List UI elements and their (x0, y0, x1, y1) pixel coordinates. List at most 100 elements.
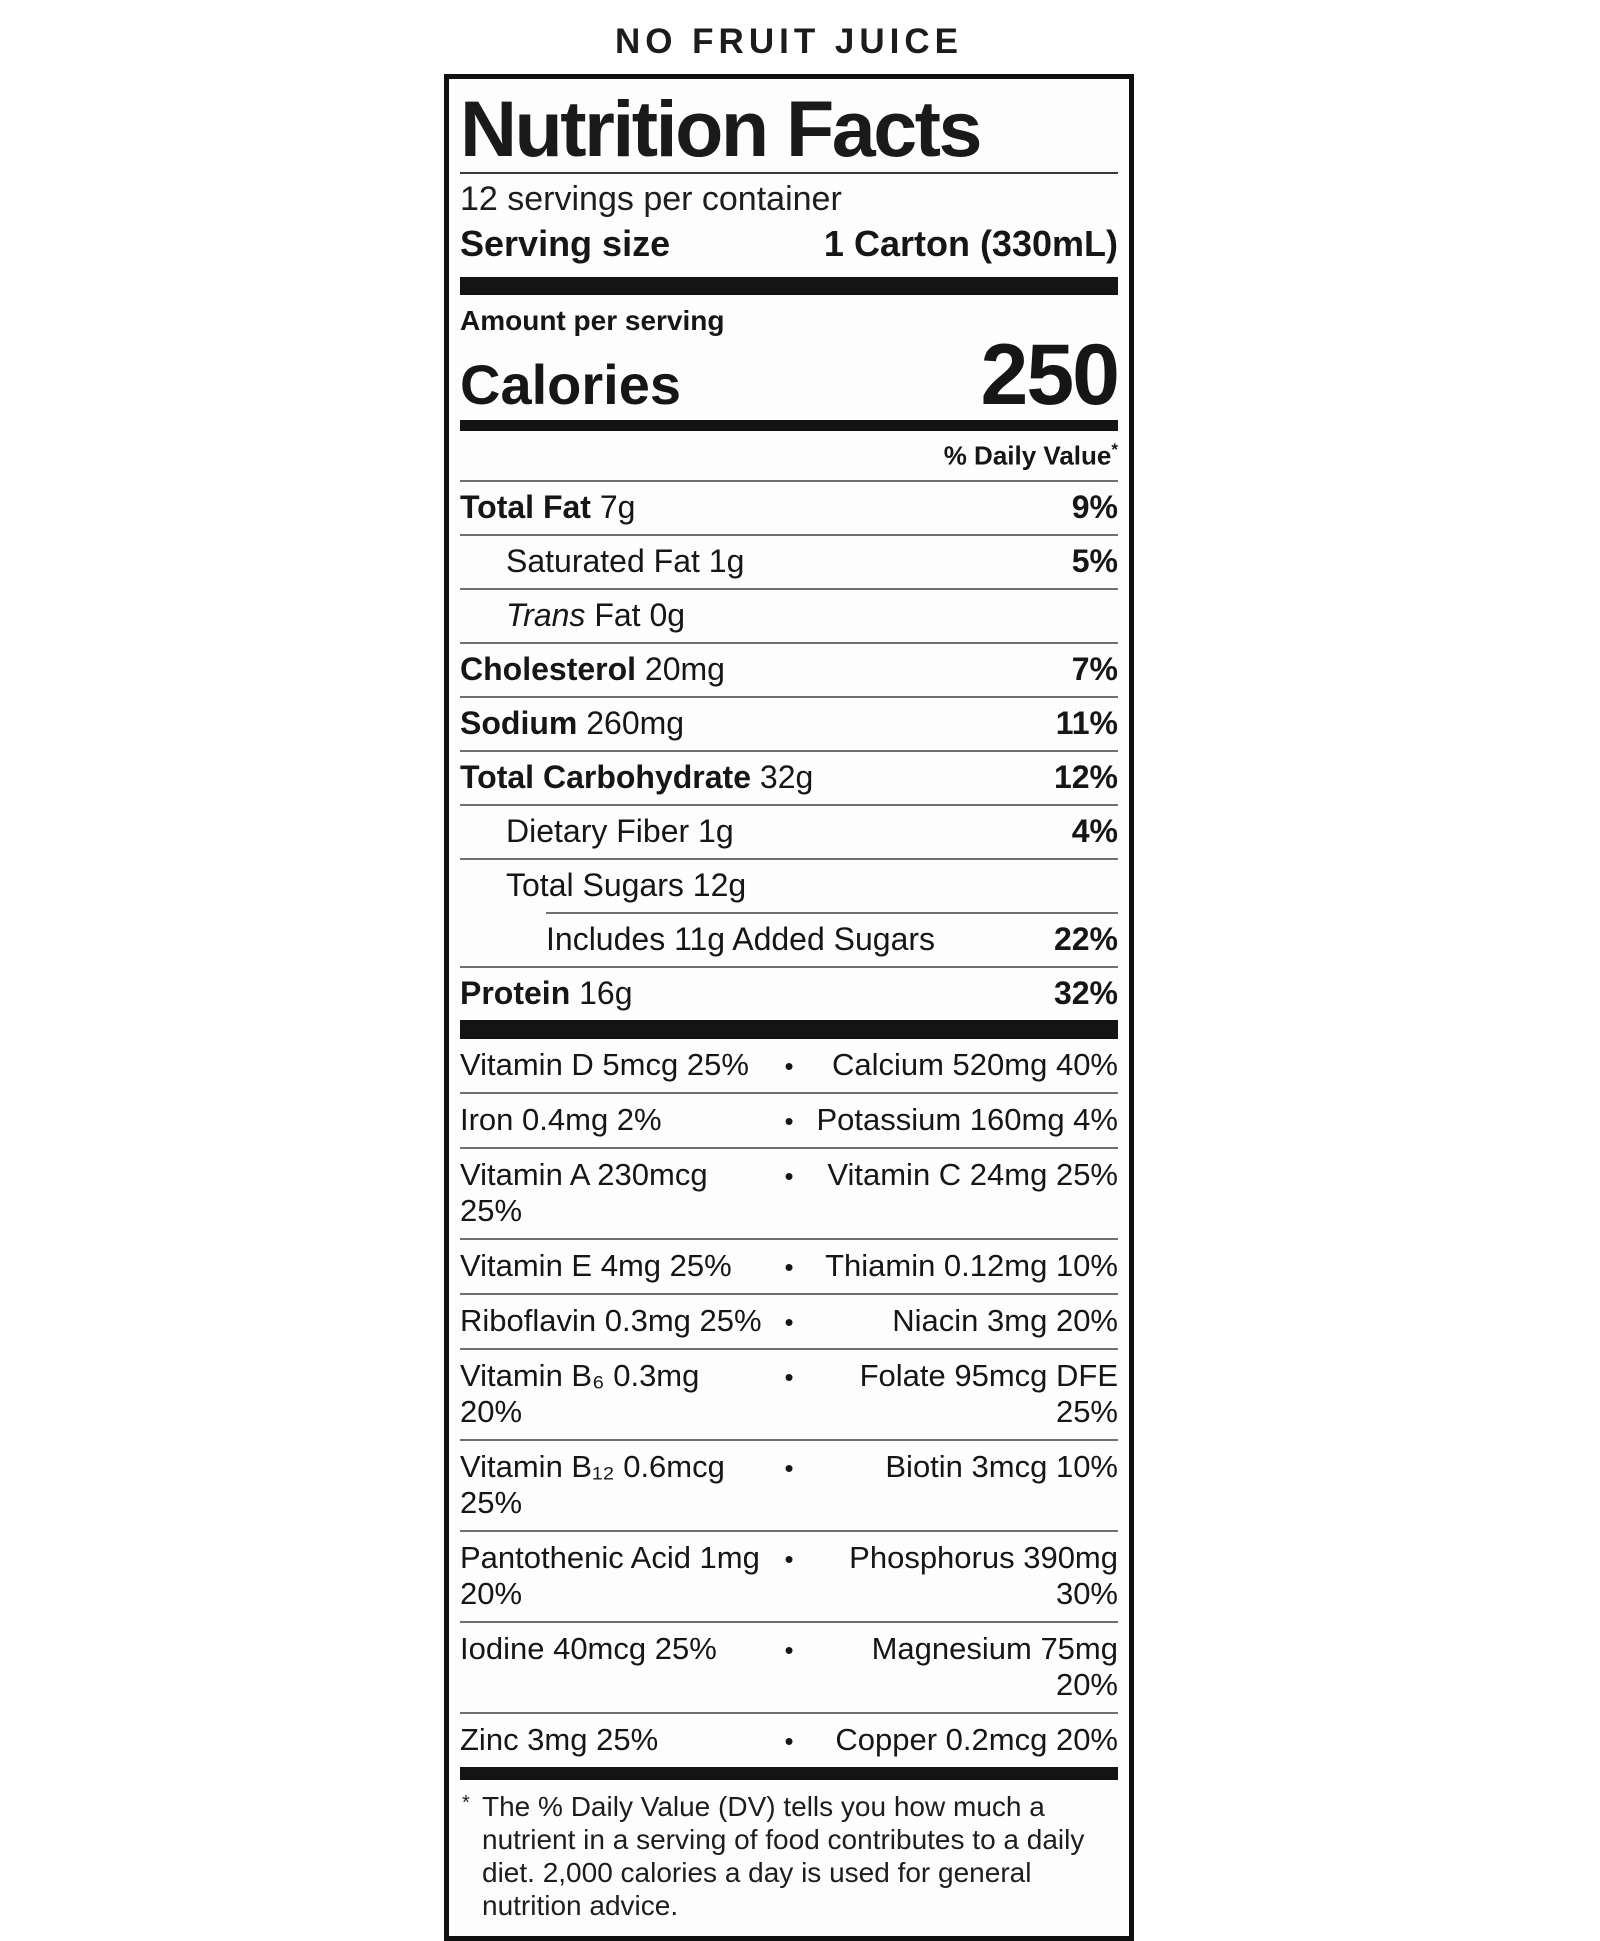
micronutrient-row: Vitamin A 230mcg 25% • Vitamin C 24mg 25… (460, 1147, 1118, 1238)
micronutrient-right: Potassium 160mg 4% (816, 1102, 1118, 1138)
nutrient-dv-percent: 4% (1071, 813, 1118, 850)
micronutrient-left: Vitamin B₁₂ 0.6mcg 25% (460, 1449, 725, 1521)
nutrient-amount: 20mg (636, 651, 725, 688)
micronutrient-right: Phosphorus 390mg 30% (849, 1540, 1118, 1612)
nutrient-name: Saturated Fat 1g (460, 543, 744, 580)
product-claim-heading: NO FRUIT JUICE (614, 22, 964, 61)
nutrient-dv-percent: 22% (1053, 921, 1118, 958)
nutrient-amount: Saturated Fat 1g (506, 543, 745, 580)
calories-row: Calories 250 (460, 332, 1120, 420)
nutrition-facts-title: Nutrition Facts (460, 84, 982, 173)
bullet-separator: • (784, 1252, 794, 1283)
servings-per-container: 12 servings per container (460, 180, 842, 218)
nutrient-name: Total Fat 7g (460, 489, 635, 526)
micronutrient-row: Vitamin E 4mg 25% • Thiamin 0.12mg 10% (460, 1238, 1118, 1293)
section-bar-protein (460, 1020, 1118, 1040)
micronutrient-right: Calcium 520mg 40% (831, 1047, 1118, 1083)
nutrient-row-protein: Protein 16g 32% (460, 966, 1118, 1020)
nutrient-row-saturated-fat: Saturated Fat 1g 5% (460, 534, 1118, 588)
nutrient-name-bold: Protein (460, 975, 571, 1012)
nutrient-dv-percent: 5% (1071, 543, 1118, 580)
micronutrient-right: Copper 0.2mcg 20% (835, 1722, 1118, 1758)
title-divider (460, 172, 1118, 174)
nutrient-amount: 7g (590, 489, 636, 526)
nutrient-amount: Dietary Fiber 1g (506, 813, 734, 850)
nutrient-dv-percent: 12% (1053, 759, 1118, 796)
daily-value-header-text: % Daily Value (943, 441, 1112, 472)
bullet-separator: • (784, 1544, 794, 1575)
nutrient-amount: Total Sugars 12g (506, 867, 747, 904)
bullet-separator: • (784, 1307, 794, 1338)
micronutrient-left: Vitamin B₆ 0.3mg 20% (460, 1358, 700, 1430)
nutrient-name-bold: Sodium (460, 705, 578, 742)
nutrient-row-trans-fat: Trans Fat 0g (460, 588, 1118, 642)
micronutrient-right: Thiamin 0.12mg 10% (825, 1248, 1118, 1284)
bullet-separator: • (784, 1051, 794, 1082)
section-bar-top (460, 277, 1118, 295)
micronutrient-row: Iron 0.4mg 2% • Potassium 160mg 4% (460, 1092, 1118, 1147)
nutrient-name: Dietary Fiber 1g (460, 813, 734, 850)
nutrient-amount: 32g (751, 759, 814, 796)
micronutrient-row: Zinc 3mg 25% • Copper 0.2mcg 20% (460, 1712, 1118, 1767)
bullet-separator: • (784, 1726, 794, 1757)
micronutrient-right: Folate 95mcg DFE 25% (859, 1358, 1118, 1430)
nutrient-name: Trans Fat 0g (460, 597, 685, 634)
micronutrient-row: Vitamin D 5mcg 25% • Calcium 520mg 40% (460, 1039, 1118, 1092)
nutrient-name: Sodium 260mg (460, 705, 684, 742)
nutrient-row-total-fat: Total Fat 7g 9% (460, 480, 1118, 534)
daily-value-header: % Daily Value* (460, 431, 1118, 480)
nutrient-amount: 16g (570, 975, 633, 1012)
micronutrient-left: Vitamin A 230mcg 25% (460, 1157, 708, 1229)
micronutrient-left: Vitamin D 5mcg 25% (460, 1047, 749, 1083)
nutrient-amount: Includes 11g Added Sugars (546, 921, 936, 958)
micronutrient-row: Riboflavin 0.3mg 25% • Niacin 3mg 20% (460, 1293, 1118, 1348)
nutrition-facts-box: Nutrition Facts 12 servings per containe… (444, 74, 1134, 1941)
footnote-asterisk: * (462, 1792, 470, 1815)
micronutrient-right: Niacin 3mg 20% (892, 1303, 1118, 1339)
nutrient-name-bold: Total Fat (460, 489, 591, 526)
nutrient-dv-percent: 7% (1071, 651, 1118, 688)
micronutrient-left: Pantothenic Acid 1mg 20% (460, 1540, 760, 1612)
nutrient-dv-percent: 11% (1055, 705, 1118, 742)
calories-label: Calories (460, 352, 681, 416)
nutrient-row-total-sugars: Total Sugars 12g (460, 858, 1118, 912)
serving-size-value: 1 Carton (330mL) (823, 223, 1118, 264)
micronutrient-left: Zinc 3mg 25% (460, 1722, 659, 1758)
nutrition-label-panel: NO FRUIT JUICE Nutrition Facts 12 servin… (444, 22, 1134, 1941)
nutrient-amount: Fat 0g (585, 597, 686, 634)
footnote-text: The % Daily Value (DV) tells you how muc… (482, 1791, 1085, 1922)
nutrient-row-added-sugars: Includes 11g Added Sugars 22% (460, 914, 1118, 966)
serving-size-row: Serving size 1 Carton (330mL) (460, 219, 1118, 277)
micronutrient-row: Vitamin B₆ 0.3mg 20% • Folate 95mcg DFE … (460, 1348, 1118, 1439)
nutrient-name: Total Carbohydrate 32g (460, 759, 813, 796)
nutrient-dv-percent: 9% (1071, 489, 1118, 526)
micronutrient-left: Riboflavin 0.3mg 25% (460, 1303, 762, 1339)
nutrient-row-total-carbohydrate: Total Carbohydrate 32g 12% (460, 750, 1118, 804)
nutrient-name: Cholesterol 20mg (460, 651, 725, 688)
section-bar-calories (460, 420, 1118, 432)
nutrient-name: Total Sugars 12g (460, 867, 746, 904)
micronutrient-left: Vitamin E 4mg 25% (460, 1248, 732, 1284)
micronutrient-table: Vitamin D 5mcg 25% • Calcium 520mg 40% I… (460, 1039, 1118, 1767)
nutrient-amount: 260mg (577, 705, 685, 742)
micronutrient-left: Iodine 40mcg 25% (460, 1631, 717, 1667)
bullet-separator: • (784, 1453, 794, 1484)
micronutrient-left: Iron 0.4mg 2% (460, 1102, 662, 1138)
bullet-separator: • (784, 1362, 794, 1393)
amount-per-serving-label: Amount per serving (460, 305, 725, 336)
nutrient-dv-percent: 32% (1053, 975, 1118, 1012)
bullet-separator: • (784, 1635, 794, 1666)
micronutrient-right: Biotin 3mcg 10% (885, 1449, 1118, 1485)
nutrient-row-cholesterol: Cholesterol 20mg 7% (460, 642, 1118, 696)
bullet-separator: • (784, 1161, 794, 1192)
micronutrient-row: Vitamin B₁₂ 0.6mcg 25% • Biotin 3mcg 10% (460, 1439, 1118, 1530)
nutrient-name: Includes 11g Added Sugars (460, 921, 935, 958)
nutrient-row-sodium: Sodium 260mg 11% (460, 696, 1118, 750)
nutrient-row-dietary-fiber: Dietary Fiber 1g 4% (460, 804, 1118, 858)
daily-value-footnote: * The % Daily Value (DV) tells you how m… (460, 1780, 1118, 1936)
serving-size-label: Serving size (460, 223, 671, 264)
nutrient-name-bold: Total Carbohydrate (460, 759, 751, 796)
micronutrient-right: Magnesium 75mg 20% (871, 1631, 1118, 1703)
nutrient-name: Protein 16g (460, 975, 633, 1012)
section-bar-bottom (460, 1767, 1118, 1781)
